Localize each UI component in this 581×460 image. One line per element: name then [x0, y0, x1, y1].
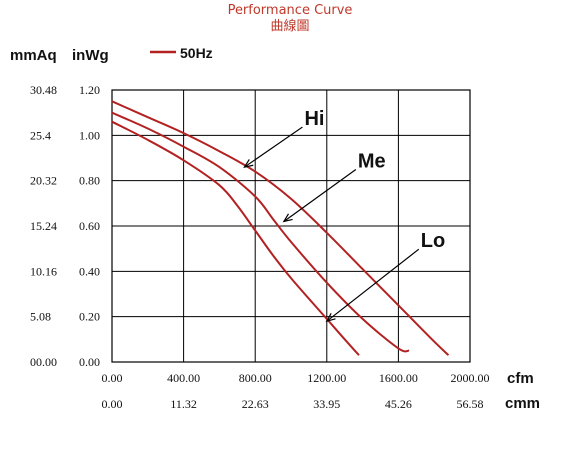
y-tick-mmaq: 15.24 [30, 219, 57, 233]
annotation-label-lo: Lo [421, 230, 445, 252]
x-ticks: 0.00 0.00 400.00 11.32 800.00 22.63 1200.00 33.… [102, 371, 490, 411]
x-tick-cmm: 56.58 [457, 397, 484, 411]
legend-label: 50Hz [180, 45, 213, 61]
chart-subtitle: 曲線圖 [270, 18, 309, 34]
y-tick-mmaq: 20.32 [30, 174, 57, 188]
y-ticks: 0.00 00.00 0.20 5.08 0.40 10.16 0.60 15.24 0.80 2… [30, 83, 100, 369]
y-tick-mmaq: 30.48 [30, 83, 57, 97]
y-tick-inwg: 1.00 [79, 128, 100, 142]
y-tick-inwg: 0.20 [79, 310, 100, 324]
y-tick-mmaq: 00.00 [30, 355, 57, 369]
annotations: Hi Me Lo [243, 108, 445, 323]
y-tick-mmaq: 25.4 [30, 128, 51, 142]
y-tick-inwg: 1.20 [79, 83, 100, 97]
x-tick-cfm: 400.00 [167, 371, 200, 385]
x-tick-cmm: 11.32 [170, 397, 197, 411]
y-unit-left: mmAq [10, 47, 57, 64]
y-unit-right: inWg [72, 47, 109, 64]
annotation-label-me: Me [358, 150, 386, 172]
annotation-arrow-lo [326, 248, 420, 322]
grid [111, 89, 471, 363]
chart-title: Performance Curve [228, 3, 353, 18]
annotation-arrow-hi [244, 126, 303, 168]
annotation-label-hi: Hi [304, 108, 324, 130]
series-lines [111, 100, 450, 356]
x-unit-bottom: cmm [505, 395, 540, 412]
x-tick-cmm: 33.95 [313, 397, 340, 411]
y-tick-inwg: 0.60 [79, 219, 100, 233]
y-tick-inwg: 0.80 [79, 174, 100, 188]
x-tick-cfm: 2000.00 [451, 371, 490, 385]
x-tick-cfm: 1600.00 [379, 371, 418, 385]
x-tick-cmm: 0.00 [102, 397, 123, 411]
annotation-arrowhead-hi [243, 159, 254, 168]
x-tick-cfm: 0.00 [102, 371, 123, 385]
x-tick-cmm: 22.63 [242, 397, 269, 411]
y-tick-inwg: 0.00 [79, 355, 100, 369]
y-tick-mmaq: 10.16 [30, 264, 57, 278]
x-tick-cfm: 800.00 [239, 371, 272, 385]
annotation-arrowhead-lo [325, 313, 336, 323]
y-tick-inwg: 0.40 [79, 264, 100, 278]
x-tick-cmm: 45.26 [385, 397, 412, 411]
series-line-hi [111, 100, 450, 356]
series-line-me [111, 111, 410, 353]
annotation-arrowhead-me [282, 213, 293, 223]
series-line-lo [111, 120, 360, 356]
annotation-arrow-me [283, 168, 357, 222]
y-tick-mmaq: 5.08 [30, 310, 51, 324]
x-unit-top: cfm [507, 370, 534, 387]
x-tick-cfm: 1200.00 [307, 371, 346, 385]
